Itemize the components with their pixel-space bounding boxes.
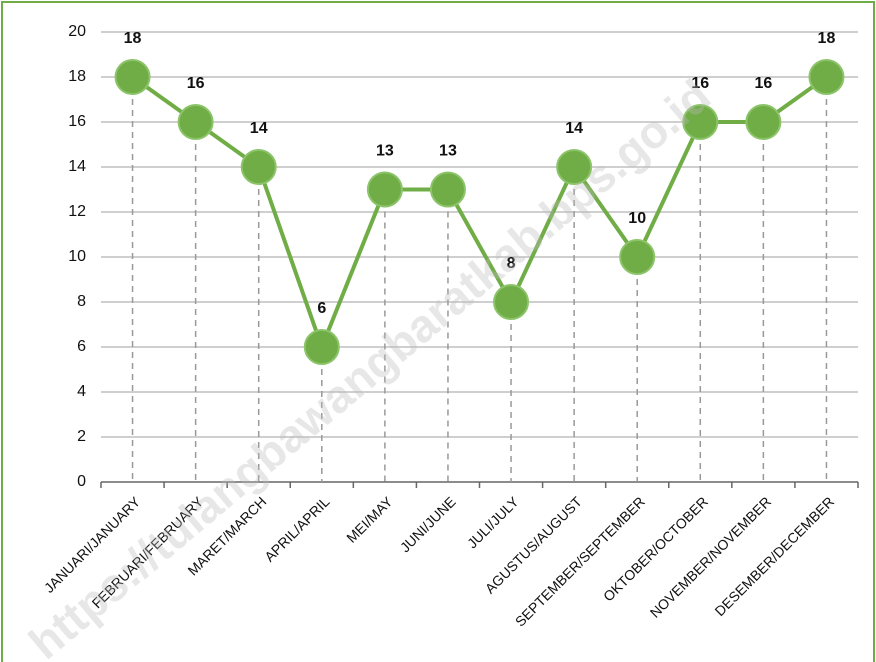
marker (682, 104, 719, 140)
data-label: 18 (124, 30, 142, 47)
data-label: 13 (376, 143, 394, 160)
y-tick-label: 6 (77, 338, 86, 355)
marker (556, 149, 593, 185)
y-tick-label: 18 (68, 68, 86, 85)
y-tick-label: 14 (68, 158, 86, 175)
marker (745, 104, 782, 140)
marker (429, 171, 466, 208)
marker (493, 284, 530, 320)
y-tick-label: 12 (68, 203, 86, 220)
data-label: 6 (317, 300, 326, 317)
data-label: 16 (691, 75, 709, 92)
data-label: 8 (507, 255, 516, 272)
y-tick-label: 4 (77, 383, 86, 400)
data-label: 16 (187, 75, 205, 92)
y-tick-label: 16 (68, 113, 86, 130)
marker (114, 59, 151, 95)
marker (177, 104, 214, 140)
data-label: 10 (628, 210, 646, 227)
marker (240, 149, 277, 185)
data-label: 14 (250, 120, 268, 137)
y-tick-label: 8 (77, 293, 86, 310)
y-tick-label: 0 (77, 473, 86, 490)
data-label: 14 (565, 120, 583, 137)
marker (619, 239, 656, 275)
data-label: 18 (818, 30, 836, 47)
marker (303, 329, 340, 365)
marker (366, 171, 403, 208)
data-label: 13 (439, 143, 457, 160)
marker (808, 59, 845, 95)
data-label: 16 (754, 75, 772, 92)
y-tick-label: 2 (77, 428, 86, 445)
y-tick-label: 10 (68, 248, 86, 265)
y-tick-label: 20 (68, 23, 86, 40)
